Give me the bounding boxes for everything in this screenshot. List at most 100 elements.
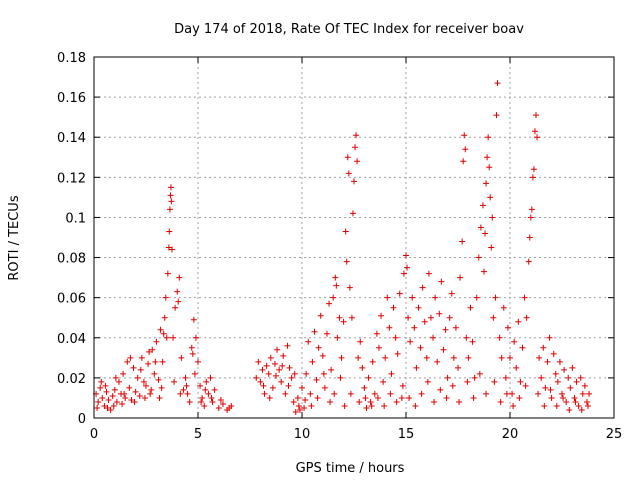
data-point — [136, 392, 143, 399]
data-point — [94, 404, 101, 411]
data-point — [581, 382, 588, 389]
data-point — [413, 364, 420, 371]
data-point — [296, 406, 303, 413]
data-point — [219, 400, 226, 407]
data-point — [334, 334, 341, 341]
plot-frame — [93, 56, 615, 419]
data-point — [311, 328, 318, 335]
data-point — [269, 384, 276, 391]
data-point — [137, 366, 144, 373]
data-point — [323, 330, 330, 337]
data-point — [467, 304, 474, 311]
data-point — [535, 390, 542, 397]
data-point — [127, 354, 134, 361]
data-point — [330, 294, 337, 301]
chart-title: Day 174 of 2018, Rate Of TEC Index for r… — [174, 22, 524, 37]
data-point — [112, 374, 119, 381]
data-point — [484, 154, 491, 161]
data-point — [190, 316, 197, 323]
data-point — [483, 390, 490, 397]
data-point — [509, 390, 516, 397]
data-point — [341, 402, 348, 409]
data-point — [141, 394, 148, 401]
data-point — [487, 194, 494, 201]
data-point — [431, 398, 438, 405]
data-point — [152, 358, 159, 365]
data-point — [202, 386, 209, 393]
data-point — [305, 338, 312, 345]
x-tick-label: 15 — [398, 427, 415, 442]
data-point — [201, 402, 208, 409]
data-points — [93, 80, 593, 415]
data-point — [104, 404, 111, 411]
data-point — [517, 378, 524, 385]
data-point — [302, 396, 309, 403]
data-point — [552, 370, 559, 377]
data-point — [394, 350, 401, 357]
data-point — [113, 398, 120, 405]
data-point — [288, 374, 295, 381]
data-point — [417, 344, 424, 351]
data-point — [437, 386, 444, 393]
data-point — [169, 246, 175, 253]
data-point — [97, 384, 104, 391]
data-point — [197, 382, 204, 389]
data-point — [121, 390, 128, 397]
data-point — [151, 370, 158, 377]
data-point — [412, 402, 419, 409]
data-point — [510, 402, 517, 409]
data-point — [357, 338, 364, 345]
data-point — [405, 314, 412, 321]
data-point — [191, 370, 198, 377]
data-point — [507, 354, 513, 361]
data-point — [166, 206, 173, 213]
data-point — [115, 378, 122, 385]
data-point — [326, 300, 333, 307]
data-point — [253, 374, 260, 381]
data-point — [307, 390, 314, 397]
data-point — [569, 364, 576, 371]
data-point — [409, 294, 416, 301]
data-point — [126, 384, 133, 391]
data-point — [381, 402, 388, 409]
data-point — [477, 224, 484, 231]
data-point — [217, 396, 224, 403]
y-tick-label: 0.08 — [57, 252, 86, 267]
data-point — [424, 378, 431, 385]
data-point — [265, 370, 272, 377]
data-point — [164, 270, 171, 277]
y-tick-label: 0 — [78, 412, 86, 427]
data-point — [278, 378, 285, 385]
data-point — [294, 394, 301, 401]
data-point — [443, 394, 450, 401]
data-point — [577, 374, 584, 381]
data-point — [134, 374, 141, 381]
data-point — [393, 398, 400, 405]
data-point — [392, 334, 399, 341]
data-point — [457, 274, 464, 281]
data-point — [476, 370, 483, 377]
data-point — [373, 330, 380, 337]
data-point — [328, 366, 335, 373]
data-point — [585, 402, 591, 409]
data-point — [579, 390, 586, 397]
data-point — [282, 390, 289, 397]
data-point — [332, 274, 339, 281]
data-point — [411, 324, 418, 331]
data-point — [491, 378, 498, 385]
data-point — [156, 394, 163, 401]
data-point — [430, 334, 437, 341]
data-point — [475, 254, 482, 261]
data-point — [295, 402, 302, 409]
data-point — [540, 344, 547, 351]
data-point — [280, 352, 287, 359]
data-point — [333, 282, 340, 289]
data-point — [563, 398, 570, 405]
data-point — [263, 362, 270, 369]
data-point — [303, 370, 310, 377]
data-point — [145, 360, 152, 367]
data-point — [473, 294, 480, 301]
data-point — [459, 238, 466, 245]
data-point — [492, 294, 499, 301]
data-point — [396, 290, 403, 297]
